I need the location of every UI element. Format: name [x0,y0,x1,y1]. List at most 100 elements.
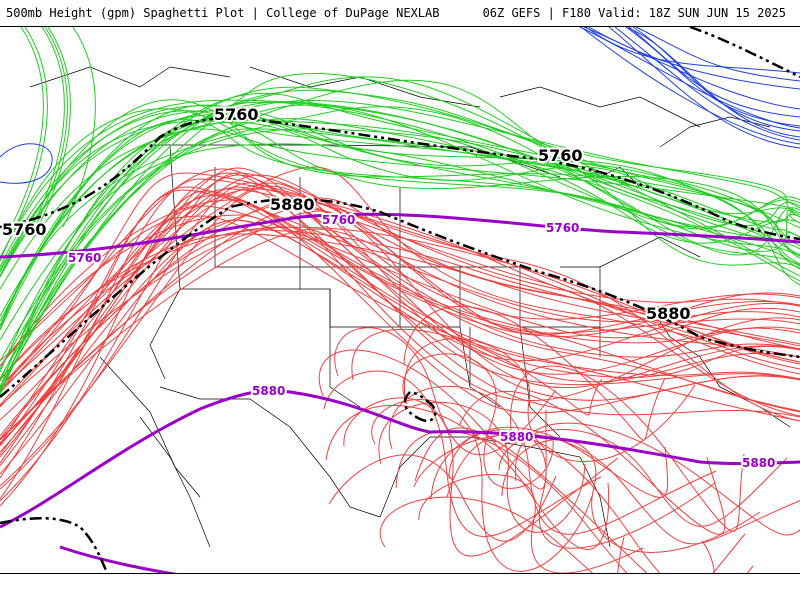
green-member-23 [0,89,800,393]
mean-label-5760-west: 5760 [2,220,47,239]
border-line-16 [99,356,201,498]
blue-member-2 [585,27,800,74]
blue-member-4 [579,27,800,129]
green-member-20 [0,104,800,322]
green-member-west-3 [14,27,48,228]
red-member-30 [0,226,800,381]
red-member-26 [0,182,800,391]
border-line-12 [599,236,701,268]
red-member-cell-14 [403,306,666,441]
green-member-26 [0,99,800,273]
blue-member-6 [608,27,800,149]
title-bar: 500mb Height (gpm) Spaghetti Plot | Coll… [0,0,800,26]
border-line-19 [499,86,701,128]
blue-member-10 [625,27,800,127]
red-member-cell-17 [325,405,610,550]
red-member-cell-8 [334,327,557,456]
red-member-cell-11 [402,353,554,489]
green-member-9 [0,128,800,317]
climo-label-5760-central: 5760 [322,213,355,227]
red-member-6 [0,219,800,467]
spaghetti-map: 5760 5760 5760 5880 5880 5760 5760 5760 … [0,27,800,573]
green-member-19 [0,106,800,327]
green-member-15 [0,128,800,395]
mean-contour-5880-gulf [403,390,437,422]
climo-label-5880-central: 5880 [500,430,533,444]
border-line-2 [180,288,360,328]
border-line-6 [399,187,461,327]
border-line-15 [139,416,211,548]
mean-contour-5760 [0,117,800,241]
red-member-cell-5 [414,427,754,573]
climo-contour-5880 [0,389,800,529]
blue-member-8 [588,27,800,90]
red-member-cell-21 [328,454,557,542]
green-member-5 [0,110,800,268]
map-panel: 5760 5760 5760 5880 5880 5760 5760 5760 … [0,26,800,574]
green-member-21 [0,118,800,379]
green-member-west-5 [10,27,44,228]
red-member-cell-24 [371,399,593,572]
border-line-8 [360,326,471,388]
red-member-cell-18 [430,429,716,549]
red-member-24 [0,199,800,414]
green-member-25 [0,143,800,341]
member-contours-cold [0,27,800,184]
border-line-17 [29,66,231,88]
mean-label-5760-east: 5760 [538,146,583,165]
red-member-2 [0,205,800,479]
red-member-cell-25 [446,434,715,573]
red-member-cell-6 [323,370,602,537]
red-member-cell-10 [343,397,619,557]
red-member-33 [0,188,800,417]
mean-contour-cold [689,27,800,79]
red-member-13 [0,215,800,380]
climatology-contours [0,212,800,573]
red-member-cell-19 [404,338,696,462]
red-member-31 [0,182,800,490]
border-line-5 [329,289,361,408]
climo-contour-5760 [0,212,800,259]
climo-label-5760-east: 5760 [546,221,579,235]
red-member-23 [0,219,800,475]
green-member-16 [0,119,800,331]
member-contours-5760 [0,27,800,396]
climo-label-5880-west: 5880 [252,384,285,398]
blue-member-3 [635,27,800,82]
blue-member-11 [625,27,800,138]
mean-label-5880-west: 5880 [270,195,315,214]
border-line-13 [159,386,381,518]
mean-contour-5880-south [0,517,109,573]
red-member-cell-22 [351,329,603,416]
green-member-west-1 [37,27,71,228]
plot-title: 500mb Height (gpm) Spaghetti Plot | Coll… [6,6,440,20]
red-member-cell-16 [379,496,625,573]
green-member-24 [0,92,800,382]
green-member-17 [0,99,800,259]
red-member-cell-15 [458,391,726,535]
blue-member-5 [628,27,800,118]
red-member-28 [0,194,800,445]
green-member-4 [0,104,800,290]
red-member-21 [0,228,800,441]
red-member-18 [0,185,800,487]
red-member-29 [0,229,800,440]
green-member-0 [0,73,800,395]
green-member-west-4 [34,27,68,228]
red-member-cell-4 [448,426,669,498]
mean-label-5880-east: 5880 [646,304,691,323]
border-line-4 [299,177,401,327]
green-member-12 [0,101,800,391]
ensemble-mean-contours [0,27,800,573]
green-member-6 [0,128,800,370]
run-valid-time: 06Z GEFS | F180 Valid: 18Z SUN JUN 15 20… [482,6,786,20]
climo-contour-5880-south [59,545,178,573]
red-member-22 [0,210,800,456]
border-line-10 [519,326,561,438]
blue-member-west [0,143,53,184]
red-member-cell-20 [395,430,746,573]
red-member-cell-2 [418,474,644,573]
red-member-cell-23 [388,385,717,535]
blue-member-7 [580,27,800,145]
green-member-27 [0,79,800,362]
